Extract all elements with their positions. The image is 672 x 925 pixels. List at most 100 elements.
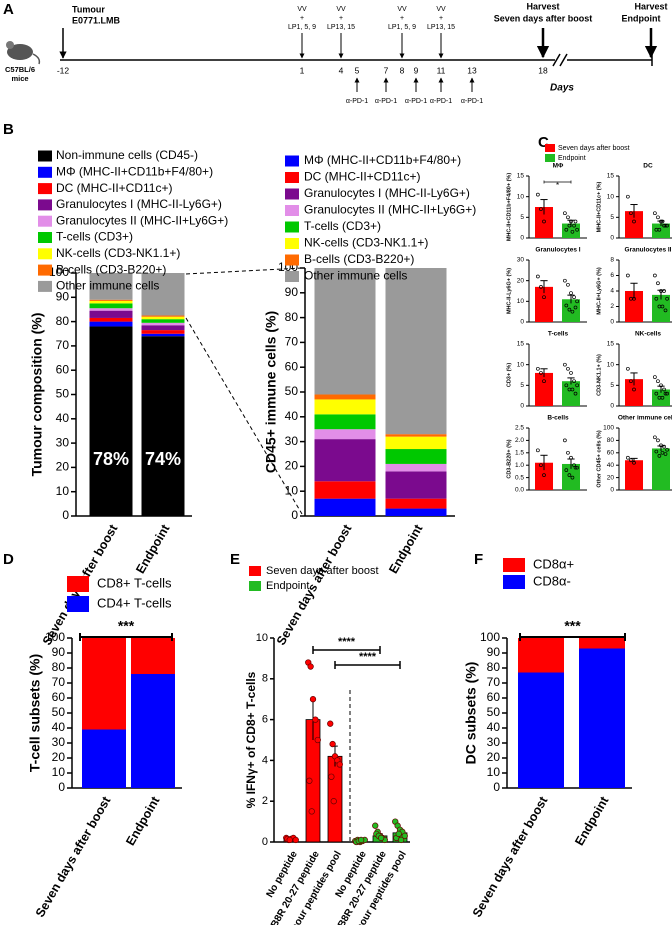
pd1-label: α-PD-1 <box>461 98 483 105</box>
y-tick-label: 0 <box>62 508 69 522</box>
legend-swatch <box>67 576 89 592</box>
bar-segment <box>141 319 185 323</box>
day-label: 18 <box>538 65 548 75</box>
y-tick-label: 40 <box>607 462 615 469</box>
y-axis-label: Other CD45+ cells (%) <box>596 430 602 487</box>
y-tick-label: 0 <box>610 235 614 242</box>
panel-label: D <box>3 551 14 568</box>
y-tick-label: 50 <box>285 384 299 398</box>
chart-title: T-cells <box>548 331 569 338</box>
legend-swatch <box>38 232 52 243</box>
significance-label: *** <box>564 618 581 634</box>
data-point <box>665 391 669 396</box>
bar <box>625 211 643 238</box>
bar-segment <box>89 273 133 300</box>
legend-swatch <box>38 248 52 260</box>
bar-segment <box>314 399 376 415</box>
day-label: 7 <box>384 65 389 75</box>
harvest-label: Harvest <box>526 1 559 11</box>
data-point <box>564 303 569 308</box>
data-point <box>286 836 293 844</box>
legend-swatch <box>38 215 52 227</box>
data-point <box>564 227 569 232</box>
bar-segment <box>385 449 447 464</box>
bar-segment <box>141 316 185 320</box>
chart-title: MΦ <box>553 163 564 170</box>
legend-swatch <box>285 188 299 200</box>
y-tick-label: 60 <box>487 690 501 704</box>
panel-label: B <box>3 121 14 138</box>
pd1-label: α-PD-1 <box>430 98 452 105</box>
y-tick-label: 0.0 <box>515 487 524 494</box>
y-tick-label: 0.5 <box>515 474 524 481</box>
pd1-label: α-PD-1 <box>405 98 427 105</box>
bar-segment <box>131 638 175 674</box>
data-point <box>654 449 659 454</box>
timeline-axis <box>60 53 653 67</box>
y-tick-label: 100 <box>603 425 614 432</box>
bar-segment <box>314 394 376 400</box>
data-point <box>308 808 315 815</box>
y-tick-label: 0 <box>520 235 524 242</box>
day-label: 8 <box>400 65 405 75</box>
bar <box>652 294 670 322</box>
data-point <box>542 473 546 477</box>
y-tick-label: 90 <box>487 645 501 659</box>
chart-title: Other immune cells <box>618 415 672 422</box>
legend-label: NK-cells (CD3-NK1.1+) <box>56 246 180 260</box>
x-tick-label: Seven days after boost <box>33 793 114 919</box>
y-tick-label: 2 <box>610 303 614 310</box>
bar-segment <box>314 268 376 395</box>
legend-label: DC (MHC-II+CD11c+) <box>304 170 420 184</box>
y-tick-label: 2 <box>262 795 268 807</box>
y-axis-label: CD3-NK1.1+ (%) <box>596 354 602 396</box>
y-tick-label: 90 <box>56 289 70 303</box>
y-tick-label: 10 <box>517 361 525 368</box>
injection-label: LP1, 5, 9 <box>288 24 316 31</box>
tumour-label: Tumour <box>72 4 105 14</box>
data-point <box>573 219 578 224</box>
bar-segment <box>141 315 185 317</box>
data-point <box>663 452 668 456</box>
injection-label: VV <box>397 6 407 13</box>
y-tick-label: 0 <box>58 780 65 794</box>
y-tick-label: 60 <box>56 362 70 376</box>
legend-label: DC (MHC-II+CD11c+) <box>56 181 172 195</box>
data-point <box>569 455 573 460</box>
y-axis-label: CD45+ immune cells (%) <box>263 311 279 473</box>
legend-swatch <box>285 155 299 167</box>
legend-label: NK-cells (CD3-NK1.1+) <box>304 236 428 250</box>
y-tick-label: 20 <box>52 750 66 764</box>
y-tick-label: 50 <box>487 705 501 719</box>
y-axis-label: Tumour composition (%) <box>29 313 45 477</box>
data-point <box>626 194 630 199</box>
pd1-label: α-PD-1 <box>346 98 368 105</box>
data-point <box>572 223 576 228</box>
chart-title: Granulocytes II <box>625 247 672 254</box>
data-point <box>570 309 575 314</box>
bar-segment <box>518 638 564 673</box>
y-tick-label: 30 <box>487 735 501 749</box>
bar-segment <box>141 330 185 334</box>
y-tick-label: 10 <box>607 193 615 200</box>
connector <box>185 317 303 515</box>
data-point <box>665 296 669 301</box>
y-tick-label: 10 <box>56 484 70 498</box>
significance-label: **** <box>338 636 356 648</box>
y-tick-label: 70 <box>52 675 66 689</box>
data-point <box>536 366 540 371</box>
y-tick-label: 0 <box>291 508 298 522</box>
data-point <box>566 366 570 371</box>
y-axis-label: MHC-II-Ly6G+ (%) <box>506 268 512 314</box>
data-point <box>330 798 337 805</box>
bar <box>535 286 553 322</box>
day-label: 11 <box>437 65 446 75</box>
data-point <box>569 371 573 375</box>
bar-segment <box>385 498 447 509</box>
legend-swatch <box>503 558 525 572</box>
chart-title: NK-cells <box>635 331 661 338</box>
bar-segment <box>141 333 185 337</box>
data-point <box>662 444 666 449</box>
legend-label: Endpoint <box>266 580 309 592</box>
